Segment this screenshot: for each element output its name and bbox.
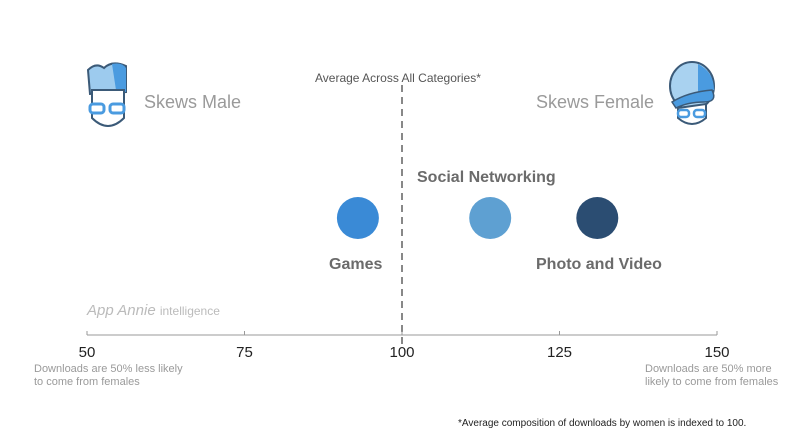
watermark-logo: App Annie intelligence [87, 302, 220, 319]
x-tick-label: 100 [389, 344, 415, 361]
point-label-photo-video: Photo and Video [536, 256, 662, 273]
x-tick-label: 150 [704, 344, 730, 361]
male-avatar-icon [86, 62, 127, 127]
skews-male-label: Skews Male [144, 92, 242, 112]
right-note: Downloads are 50% more likely to come fr… [645, 363, 779, 388]
point-label-games: Games [329, 256, 383, 273]
footnote: *Average composition of downloads by wom… [458, 418, 747, 429]
point-label-social-networking: Social Networking [417, 169, 556, 186]
female-avatar-icon [669, 61, 715, 125]
point-social-networking [469, 197, 512, 239]
x-tick-label: 125 [546, 344, 573, 361]
reference-label: Average Across All Categories* [315, 71, 481, 85]
point-photo-and-video [576, 197, 619, 239]
point-games [336, 197, 379, 239]
x-tick-label: 50 [78, 344, 96, 361]
left-note: Downloads are 50% less likely to come fr… [34, 363, 183, 388]
x-tick-label: 75 [236, 344, 253, 361]
skews-female-label: Skews Female [536, 92, 655, 112]
